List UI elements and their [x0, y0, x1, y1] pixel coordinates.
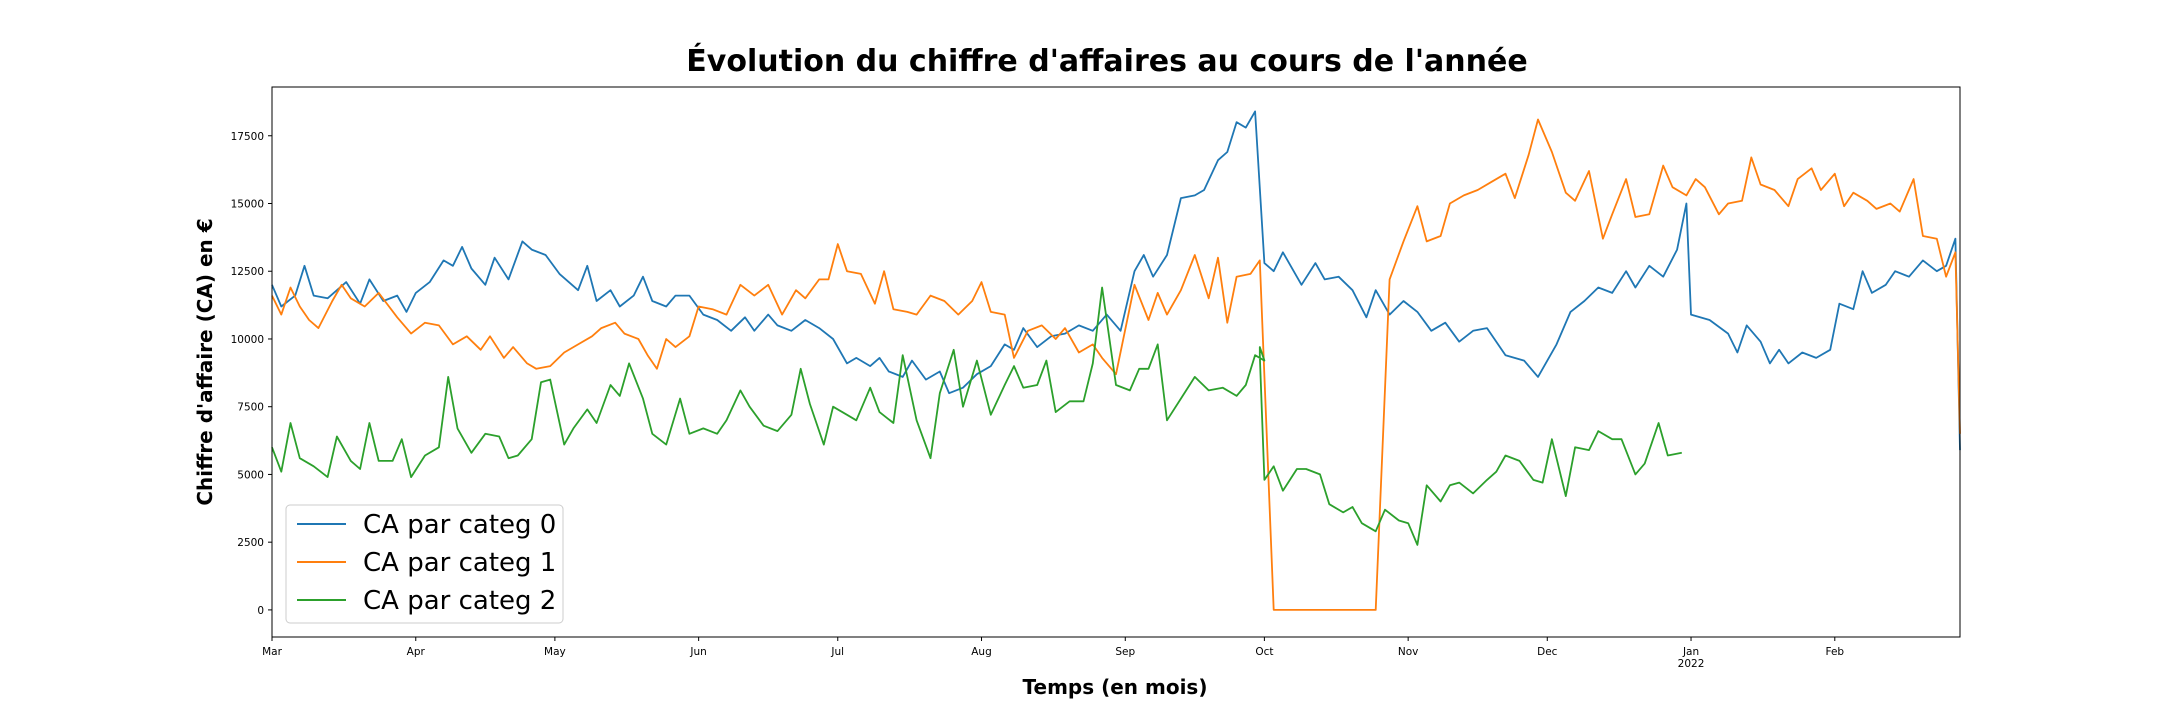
x-tick-label: Sep	[1115, 646, 1135, 658]
series-line-categ-0	[271, 110, 1961, 451]
legend-label: CA par categ 1	[363, 548, 556, 578]
x-tick-label: Feb	[1825, 646, 1844, 658]
legend-label: CA par categ 0	[363, 510, 556, 540]
legend-box	[285, 504, 564, 624]
x-tick-label: Oct	[1255, 646, 1273, 658]
legend-label: CA par categ 2	[363, 586, 556, 616]
x-tick-label: Nov	[1398, 646, 1419, 658]
x-tick-sublabel: 2022	[1678, 658, 1705, 670]
y-tick-label: 10000	[231, 334, 264, 346]
y-axis-label: Chiffre d'affaire (CA) en €	[193, 218, 217, 505]
x-tick-label: May	[544, 646, 566, 658]
y-tick-label: 12500	[231, 266, 264, 278]
x-tick-label: Jun	[689, 646, 706, 658]
x-tick-label: Jan	[1682, 646, 1699, 658]
y-tick-label: 0	[257, 605, 264, 617]
series-line-categ-2	[271, 286, 1682, 546]
legend: CA par categ 0 CA par categ 1 CA par categ…	[285, 504, 564, 624]
series-layer	[271, 110, 1961, 611]
x-tick-label: Aug	[971, 646, 992, 658]
y-tick-label: 2500	[237, 537, 264, 549]
x-tick-label: Apr	[407, 646, 426, 658]
x-tick-label: Dec	[1537, 646, 1558, 658]
series-line-categ-1	[271, 118, 1961, 611]
x-tick-label: Jul	[830, 646, 844, 658]
y-axis: 0 2500 5000 7500 10000 12500 15000 17500	[231, 131, 272, 617]
x-axis-label: Temps (en mois)	[1023, 675, 1208, 699]
plot-frame	[271, 86, 1961, 638]
y-tick-label: 15000	[231, 199, 264, 211]
y-tick-label: 7500	[237, 402, 264, 414]
x-tick-label: Mar	[262, 646, 282, 658]
y-tick-label: 17500	[231, 131, 264, 143]
chart-title: Évolution du chiffre d'affaires au cours…	[686, 43, 1527, 79]
y-tick-label: 5000	[237, 469, 264, 481]
